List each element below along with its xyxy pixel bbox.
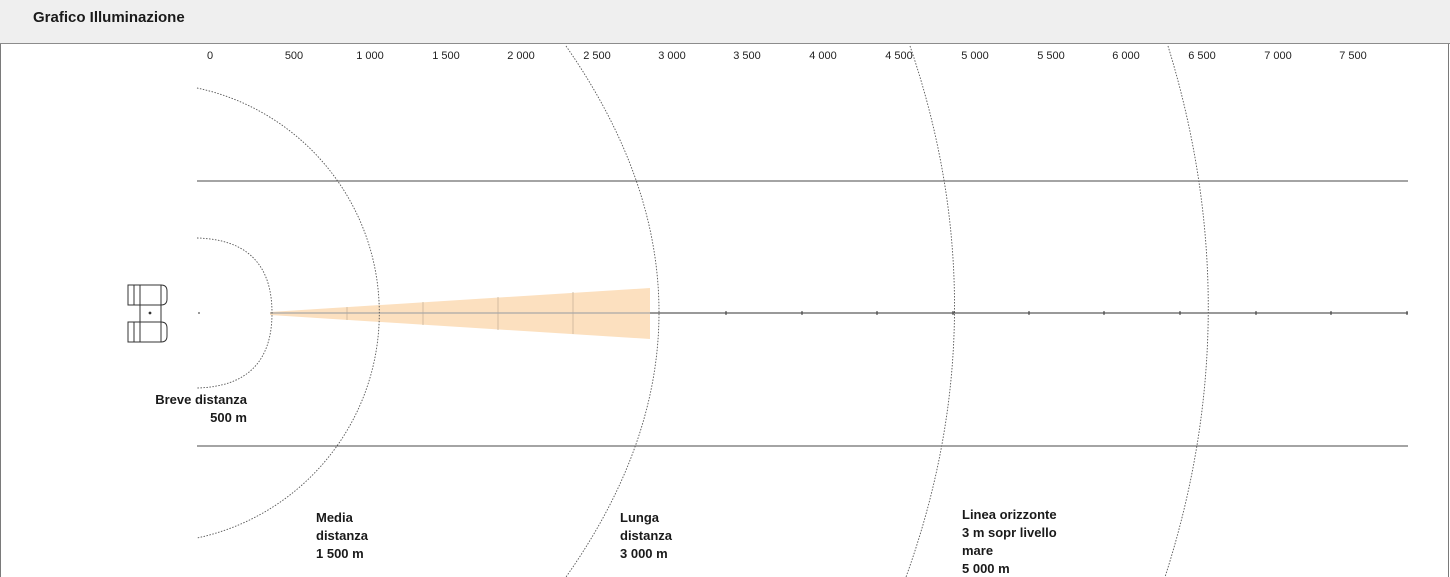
scale-tick: 4 500 [885,50,913,62]
outer-range-arc [1164,45,1209,577]
scale-tick: 7 500 [1339,50,1367,62]
short-range-arc [196,237,273,389]
scale-tick: 1 500 [432,50,460,62]
distance-scale: 0 500 1 000 1 500 2 000 2 500 3 000 3 50… [207,50,1367,62]
range-label-medium: Media distanza 1 500 m [316,510,369,561]
range-label-line: 5 000 m [962,561,1010,576]
range-label-line: Linea orizzonte [962,507,1057,522]
range-label-line: Breve distanza [155,392,248,407]
scale-tick: 5 000 [961,50,989,62]
scale-tick: 5 500 [1037,50,1065,62]
range-label-line: distanza [620,528,673,543]
scale-tick: 2 000 [507,50,535,62]
range-label-long: Lunga distanza 3 000 m [620,510,673,561]
range-label-line: Lunga [620,510,660,525]
range-label-line: distanza [316,528,369,543]
range-label-line: 3 m sopr livello [962,525,1057,540]
range-label-line: 1 500 m [316,546,364,561]
range-label-line: mare [962,543,993,558]
scale-tick: 2 500 [583,50,611,62]
range-label-line: Media [316,510,354,525]
horizon-range-arc [905,45,955,577]
range-label-short: Breve distanza 500 m [155,392,248,425]
range-label-line: 3 000 m [620,546,668,561]
range-label-line: 500 m [210,410,247,425]
scale-tick: 500 [285,50,303,62]
page-title: Grafico Illuminazione [33,9,185,26]
scale-tick: 4 000 [809,50,837,62]
panel-header: Grafico Illuminazione [0,0,1450,44]
long-range-arc [565,45,660,577]
scale-tick: 7 000 [1264,50,1292,62]
axis-ticks [725,311,1408,315]
medium-range-arc [196,87,380,539]
scale-tick: 1 000 [356,50,384,62]
scale-tick: 3 000 [658,50,686,62]
scale-tick: 0 [207,50,213,62]
vessel-icon [127,284,168,343]
scale-tick: 6 000 [1112,50,1140,62]
scale-tick: 6 500 [1188,50,1216,62]
scale-tick: 3 500 [733,50,761,62]
range-label-horizon: Linea orizzonte 3 m sopr livello mare 5 … [962,507,1057,576]
